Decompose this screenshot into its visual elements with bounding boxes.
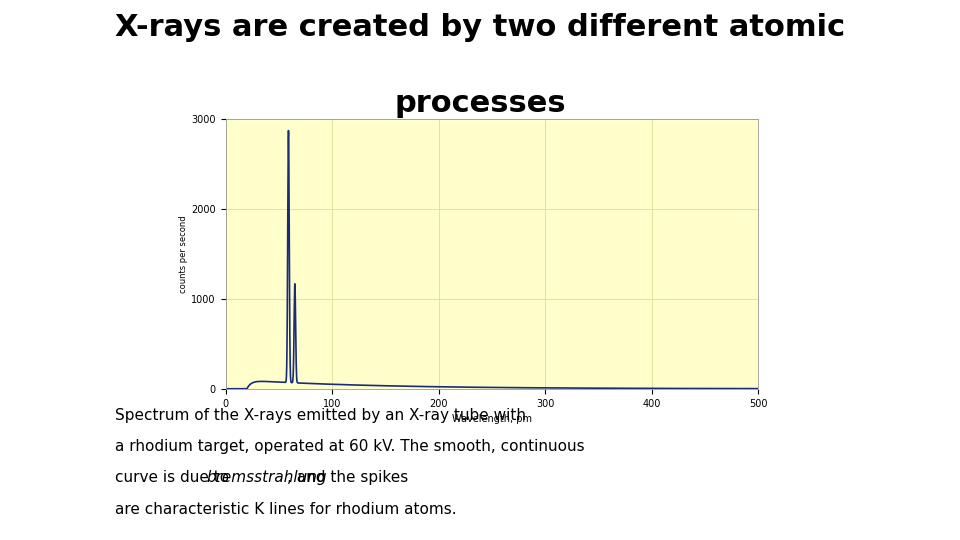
Text: X-rays are created by two different atomic: X-rays are created by two different atom… bbox=[115, 14, 845, 43]
Text: bremsstrahlung: bremsstrahlung bbox=[206, 470, 327, 485]
Text: Spectrum of the X-rays emitted by an X-ray tube with: Spectrum of the X-rays emitted by an X-r… bbox=[115, 408, 526, 423]
Text: processes: processes bbox=[395, 89, 565, 118]
Y-axis label: counts per second: counts per second bbox=[180, 215, 188, 293]
Text: a rhodium target, operated at 60 kV. The smooth, continuous: a rhodium target, operated at 60 kV. The… bbox=[115, 439, 585, 454]
Text: , and the spikes: , and the spikes bbox=[287, 470, 408, 485]
Text: curve is due to: curve is due to bbox=[115, 470, 234, 485]
Text: are characteristic K lines for rhodium atoms.: are characteristic K lines for rhodium a… bbox=[115, 502, 457, 517]
X-axis label: Wavelength, pm: Wavelength, pm bbox=[452, 414, 532, 424]
